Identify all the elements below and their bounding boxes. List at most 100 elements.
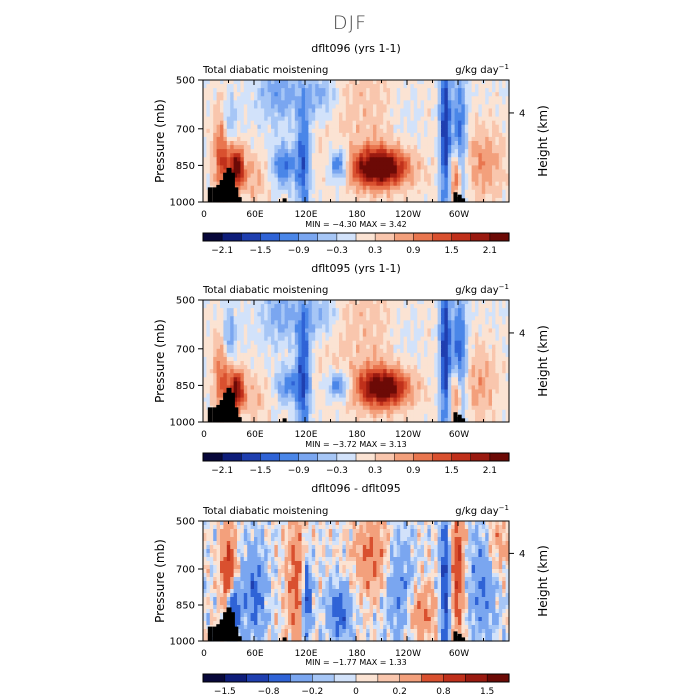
heatmap-cell: [495, 96, 500, 101]
heatmap-cell: [393, 80, 398, 85]
heatmap-cell: [237, 300, 241, 305]
heatmap-cell: [502, 356, 507, 362]
heatmap-cell: [478, 356, 483, 362]
heatmap-cell: [356, 132, 360, 138]
heatmap-cell: [216, 328, 221, 334]
heatmap-cell: [417, 161, 422, 166]
heatmap-cell: [264, 141, 269, 146]
heatmap-cell: [203, 112, 207, 118]
heatmap-cell: [488, 308, 493, 313]
heatmap-cell: [240, 377, 245, 382]
heatmap-cell: [301, 332, 306, 338]
heatmap-cell: [407, 377, 411, 382]
heatmap-cell: [390, 112, 394, 118]
heatmap-cell: [498, 128, 503, 134]
heatmap-cell: [403, 324, 408, 330]
heatmap-cell: [237, 397, 241, 403]
heatmap-cell: [267, 92, 272, 97]
heatmap-cell: [407, 161, 411, 166]
heatmap-cell: [386, 300, 391, 305]
heatmap-cell: [417, 181, 422, 187]
heatmap-cell: [495, 141, 500, 146]
heatmap-cell: [356, 120, 360, 126]
heatmap-cell: [240, 332, 245, 338]
heatmap-cell: [356, 173, 360, 179]
heatmap-cell: [315, 136, 320, 142]
heatmap-cell: [403, 177, 408, 183]
heatmap-cell: [430, 320, 435, 325]
heatmap-cell: [495, 193, 500, 199]
heatmap-cell: [257, 84, 262, 89]
heatmap-cell: [203, 145, 207, 150]
heatmap-cell: [444, 88, 449, 93]
heatmap-cell: [427, 181, 432, 187]
heatmap-cell: [393, 177, 398, 183]
heatmap-cell: [407, 84, 411, 89]
heatmap-cell: [203, 369, 207, 374]
heatmap-cell: [376, 312, 381, 317]
heatmap-cell: [390, 193, 394, 199]
heatmap-cell: [220, 316, 224, 321]
heatmap-cell: [223, 308, 228, 313]
heatmap-cell: [454, 312, 459, 317]
heatmap-cell: [345, 124, 350, 130]
heatmap-cell: [267, 157, 272, 162]
heatmap-cell: [301, 136, 306, 142]
heatmap-cell: [441, 88, 445, 93]
heatmap-cell: [441, 197, 445, 203]
heatmap-cell: [407, 100, 411, 105]
heatmap-cell: [349, 308, 354, 313]
heatmap-cell: [291, 348, 296, 354]
heatmap-cell: [403, 193, 408, 199]
heatmap-cell: [424, 197, 428, 203]
heatmap-cell: [437, 381, 442, 386]
heatmap-cell: [461, 393, 466, 399]
heatmap-cell: [206, 181, 211, 187]
colorbar-swatch: [394, 232, 414, 242]
heatmap-cell: [356, 189, 360, 195]
heatmap-cell: [223, 96, 228, 101]
heatmap-cell: [226, 340, 231, 346]
heatmap-cell: [203, 356, 207, 362]
heatmap-cell: [237, 365, 241, 370]
heatmap-cell: [390, 324, 394, 330]
heatmap-cell: [213, 365, 218, 370]
heatmap-cell: [243, 181, 248, 187]
heatmap-cell: [342, 369, 347, 374]
heatmap-cell: [281, 393, 286, 399]
heatmap-cell: [403, 128, 408, 134]
heatmap-cell: [498, 124, 503, 130]
heatmap-cell: [376, 304, 381, 309]
heatmap-cell: [447, 189, 452, 195]
heatmap-cell: [386, 92, 391, 97]
heatmap-cell: [383, 80, 388, 85]
heatmap-cell: [359, 332, 364, 338]
heatmap-cell: [209, 332, 214, 338]
heatmap-cell: [396, 169, 401, 175]
heatmap-cell: [437, 149, 442, 154]
heatmap-cell: [240, 116, 245, 122]
heatmap-cell: [277, 153, 282, 158]
units-base: g/kg day: [455, 65, 499, 76]
heatmap-cell: [461, 324, 466, 330]
heatmap-cell: [441, 153, 445, 158]
heatmap-cell: [454, 340, 459, 346]
heatmap-cell: [274, 324, 279, 330]
heatmap-cell: [298, 300, 303, 305]
heatmap-cell: [396, 312, 401, 317]
heatmap-cell: [233, 145, 238, 150]
heatmap-cell: [376, 96, 381, 101]
heatmap-cell: [505, 361, 510, 366]
heatmap-cell: [206, 132, 211, 138]
heatmap-cell: [281, 328, 286, 334]
heatmap-cell: [396, 124, 401, 130]
heatmap-cell: [220, 80, 224, 85]
heatmap-cell: [301, 344, 306, 350]
heatmap-cell: [325, 304, 330, 309]
heatmap-cell: [345, 96, 350, 101]
heatmap-cell: [434, 80, 439, 85]
heatmap-cell: [277, 308, 282, 313]
heatmap-cell: [485, 181, 490, 187]
heatmap-cell: [274, 344, 279, 350]
heatmap-cell: [257, 96, 262, 101]
